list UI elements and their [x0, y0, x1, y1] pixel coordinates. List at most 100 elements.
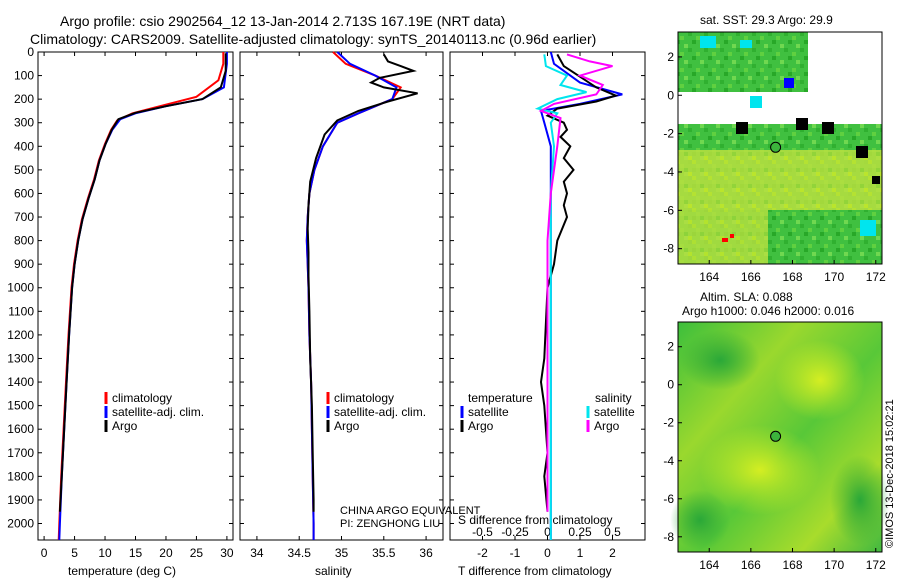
sla-map-axes: 164 166 168 170 172 -8 -6 -4 -2 0 2 [663, 340, 886, 572]
pressure-tick-label: 1200 [7, 328, 34, 342]
salinity-x-label: salinity [315, 564, 352, 578]
temperature-series [57, 52, 228, 541]
pressure-tick-label: 400 [14, 139, 34, 153]
series-line-argo [306, 53, 418, 512]
salinity-series [305, 51, 418, 540]
pressure-tick-label: 1900 [7, 493, 34, 507]
sla-map-frame [677, 321, 883, 553]
sst-black-cell [796, 118, 808, 130]
x-tick-label: 35.5 [372, 546, 396, 560]
sst-cyan-cell [740, 40, 752, 48]
sst-warm-band [678, 150, 882, 210]
map-lon-label: 164 [699, 558, 719, 572]
map-lat-label: 0 [667, 88, 674, 102]
map-lon-label: 168 [782, 270, 802, 284]
series-line-climatology [57, 52, 225, 541]
sst-black-cell [856, 146, 868, 158]
sst-black-cell [822, 122, 834, 134]
legend-argo-label: Argo [112, 419, 138, 433]
x-tick-label: 35 [335, 546, 349, 560]
pressure-tick-label: 1500 [7, 399, 34, 413]
sst-black-cell [736, 122, 748, 134]
sst-red-cell [730, 234, 734, 238]
sla-low-region [680, 330, 760, 390]
x-tick-label: -2 [477, 546, 488, 560]
legend-climatology-label: climatology [334, 391, 394, 405]
pressure-tick-label: 1400 [7, 375, 34, 389]
temperature-x-axis: 0 5 10 15 20 25 30 [41, 52, 234, 560]
s-difference-tick-label: -0.25 [501, 525, 529, 539]
x-tick-label: 20 [159, 546, 173, 560]
figure-title-line2: Climatology: CARS2009. Satellite-adjuste… [30, 31, 596, 47]
map-lat-label: 2 [667, 50, 674, 64]
temperature-panel: 0100200300400500600700800900100011001200… [7, 45, 234, 578]
temperature-plot-frame [37, 51, 234, 541]
pressure-tick-label: 1800 [7, 469, 34, 483]
map-lat-label: -4 [663, 454, 674, 468]
difference-series [534, 51, 623, 540]
map-lat-label: -2 [663, 127, 674, 141]
map-lat-label: 2 [667, 340, 674, 354]
sst-cyan-cell [860, 220, 876, 236]
x-tick-label: 15 [129, 546, 143, 560]
x-tick-label: 1 [577, 546, 584, 560]
series-line-argo [58, 53, 227, 512]
argo-float-marker [770, 141, 782, 153]
legend-salinity-heading: salinity [595, 391, 632, 405]
pressure-tick-label: 0 [27, 45, 34, 59]
map-lon-label: 166 [741, 270, 761, 284]
sst-cyan-cell [700, 36, 716, 48]
x-tick-label: 5 [71, 546, 78, 560]
difference-x-axis: -2 -1 0 1 2 -0.5 -0.25 0 0.25 0.5 [472, 52, 621, 560]
pressure-tick-label: 1300 [7, 351, 34, 365]
pressure-tick-label: 1100 [8, 304, 34, 318]
legend-satellite-label: satellite-adj. clim. [334, 405, 426, 419]
series-line-satellite-adj-clim- [58, 52, 228, 541]
sst-map-frame [677, 31, 883, 265]
map-lon-label: 170 [824, 270, 844, 284]
series-line-temperature-satellite [539, 51, 623, 540]
temperature-x-label: temperature (deg C) [68, 564, 176, 578]
x-tick-label: 34 [250, 546, 264, 560]
sla-high-region [700, 425, 820, 515]
x-tick-label: 30 [220, 546, 234, 560]
map-lat-label: -8 [663, 530, 674, 544]
sla-low-region [830, 455, 890, 545]
s-difference-tick-label: -0.5 [472, 525, 493, 539]
x-tick-label: 25 [190, 546, 204, 560]
map-lat-label: 0 [667, 378, 674, 392]
salinity-x-axis: 34 34.5 35 35.5 36 [250, 52, 433, 560]
legend-argo-label: Argo [334, 419, 360, 433]
pressure-tick-label: 1600 [7, 422, 34, 436]
sst-missing-data [808, 30, 882, 96]
series-line-temperature-argo [539, 53, 619, 512]
series-line-climatology [305, 51, 403, 540]
pressure-tick-label: 300 [14, 116, 34, 130]
difference-pressure-ticks [450, 51, 645, 524]
imos-credit: ©IMOS 13-Dec-2018 15:02:21 [884, 399, 896, 548]
map-lat-label: -6 [663, 492, 674, 506]
map-lon-label: 172 [866, 558, 886, 572]
series-line-salinity-satellite [534, 54, 587, 540]
pressure-axis: 0 100 200 300 400 500 600 700 800 900 1000 1100 1200… [7, 45, 233, 530]
institution-annotation: CHINA ARGO EQUIVALENT [340, 505, 481, 517]
pressure-tick-label: 500 [14, 163, 34, 177]
legend-satellite-label: satellite-adj. clim. [112, 405, 204, 419]
salinity-plot-frame [239, 51, 444, 541]
s-difference-tick-label: 0.5 [604, 525, 621, 539]
pressure-tick-label: 200 [14, 92, 34, 106]
sst-blue-cell [784, 78, 794, 88]
legend-climatology-label: climatology [112, 391, 172, 405]
x-tick-label: 36 [419, 546, 433, 560]
sla-map: Altim. SLA: 0.088 Argo h1000: 0.046 h200… [663, 290, 890, 572]
pressure-tick-label: 1700 [7, 446, 34, 460]
legend-temperature-heading: temperature [468, 391, 533, 405]
map-lon-label: 166 [741, 558, 761, 572]
sla-high-region [775, 340, 865, 420]
x-tick-label: 10 [98, 546, 112, 560]
sla-map-title-line1: Altim. SLA: 0.088 [700, 290, 793, 304]
sla-low-region [670, 490, 730, 550]
sst-missing-band [678, 92, 882, 124]
pressure-tick-label: 100 [14, 69, 34, 83]
